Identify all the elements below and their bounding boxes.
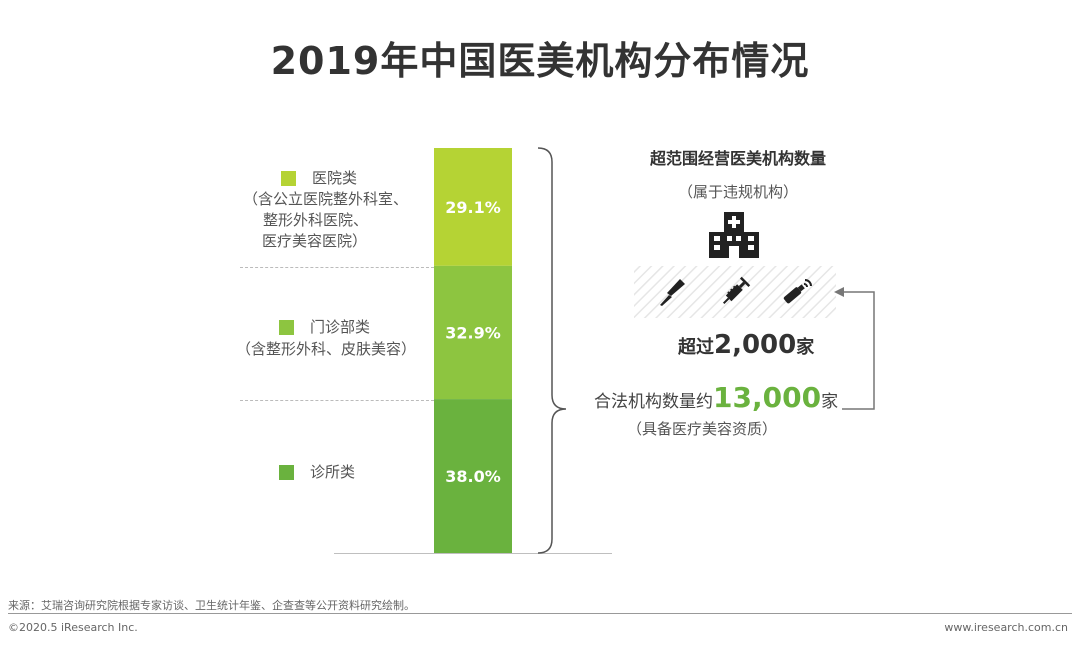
category-label-clinic: 诊所类 <box>310 463 356 481</box>
data-label-clinic-dept: 32.9% <box>445 323 501 342</box>
irregular-institutions-subheading: （属于违规机构） <box>677 183 798 201</box>
category-note-clinic-dept: （含整形外科、皮肤美容） <box>236 340 417 358</box>
laser-device-icon <box>783 279 812 304</box>
chart-title: 2019年中国医美机构分布情况 <box>270 39 810 83</box>
irregular-count-label: 超过2,000家 <box>678 330 815 360</box>
website: www.iresearch.com.cn <box>944 621 1068 634</box>
bar-group <box>434 148 512 553</box>
category-label-clinic-dept: 门诊部类 <box>310 318 371 336</box>
legal-count-note: （具备医疗美容资质） <box>627 420 778 438</box>
bar-segment-clinic-dept <box>434 265 512 400</box>
data-label-hospital: 29.1% <box>445 198 501 217</box>
legal-count-number: 13,000 <box>713 381 822 414</box>
category-label-hospital: 医院类 <box>312 169 358 187</box>
data-label-clinic: 38.0% <box>445 467 501 486</box>
legal-count-label: 合法机构数量约13,000家 <box>594 381 839 414</box>
bar-segment-hospital <box>434 148 512 266</box>
return-arrow-line <box>842 291 875 410</box>
copyright: ©2020.5 iResearch Inc. <box>8 621 138 634</box>
scalpel-icon <box>660 279 685 306</box>
legend-swatch-clinic <box>279 465 294 480</box>
return-arrow-head <box>834 287 844 297</box>
bar-label-group: 29.1% 32.9% 38.0% <box>445 198 501 486</box>
hospital-icon <box>709 212 759 258</box>
divider-hospital-clinicdept <box>240 267 434 268</box>
legend-swatch-clinic-dept <box>279 320 294 335</box>
legend-swatch-hospital <box>281 171 296 186</box>
syringe-icon <box>722 276 751 305</box>
curly-brace <box>537 147 567 554</box>
chart-baseline <box>334 553 612 554</box>
bar-segment-clinic <box>434 399 512 553</box>
irregular-count-number: 2,000 <box>714 330 797 360</box>
divider-clinicdept-clinic <box>240 400 434 401</box>
source-note: 来源：艾瑞咨询研究院根据专家访谈、卫生统计年鉴、企查查等公开资料研究绘制。 <box>8 599 415 612</box>
irregular-institutions-heading: 超范围经营医美机构数量 <box>649 149 826 168</box>
footer-rule <box>8 613 1072 614</box>
category-note-hospital-2: 整形外科医院、 <box>263 211 369 229</box>
category-note-hospital-1: （含公立医院整外科室、 <box>243 190 409 208</box>
category-note-hospital-3: 医疗美容医院） <box>262 232 368 250</box>
